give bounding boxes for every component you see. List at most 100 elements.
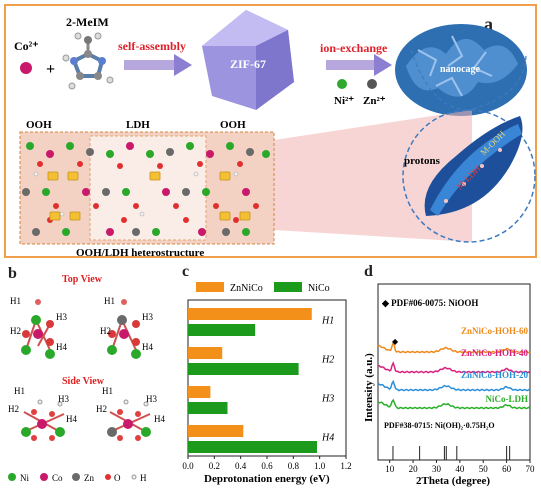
top-view-model-left bbox=[21, 299, 55, 359]
panel-c-label: c bbox=[182, 263, 189, 280]
x-tick-label: 0.4 bbox=[235, 461, 247, 471]
panel-b-label: b bbox=[8, 265, 17, 282]
series-line-znnico-hoh-60 bbox=[377, 340, 531, 354]
diamond-marker-icon: ◆ bbox=[392, 337, 399, 346]
bar-znnico-h1 bbox=[188, 308, 312, 320]
x-tick-label: 50 bbox=[479, 464, 489, 474]
site-label-h3: H3 bbox=[142, 312, 153, 322]
x-tick-label: 0.6 bbox=[261, 461, 273, 471]
x-tick-label: 70 bbox=[526, 464, 536, 474]
site-label-h2: H2 bbox=[10, 326, 21, 336]
category-label: H4 bbox=[321, 433, 334, 444]
site-label-h4: H4 bbox=[142, 342, 153, 352]
legend-zn: Zn bbox=[84, 473, 94, 483]
legend-swatch-nico bbox=[274, 282, 302, 292]
cobalt-atom-icon bbox=[40, 473, 48, 481]
legend-label-znnico: ZnNiCo bbox=[230, 283, 263, 294]
y-axis-title: Intensity (a.u.) bbox=[363, 353, 375, 422]
site-label-h1: H1 bbox=[104, 296, 115, 306]
panel-d-label: d bbox=[364, 263, 373, 280]
category-label: H3 bbox=[321, 394, 334, 405]
zoom-circle bbox=[402, 109, 536, 243]
panel-b: b Top View Side View H1 H2 H3 H4 bbox=[4, 262, 178, 488]
self-assembly-label: self-assembly bbox=[118, 39, 186, 53]
zone-label-ldh: LDH bbox=[126, 119, 150, 131]
series-label: ZnNiCo-HOH-60 bbox=[461, 326, 529, 336]
top-view-label: Top View bbox=[62, 274, 103, 285]
legend-o: O bbox=[114, 473, 121, 483]
methylimidazole-molecule-icon bbox=[62, 32, 114, 90]
nickel-ion-label: Ni²⁺ bbox=[334, 95, 354, 107]
series-line-nico-ldh bbox=[377, 398, 531, 410]
plus-sign: + bbox=[46, 61, 55, 78]
ion-exchange-label: ion-exchange bbox=[320, 41, 388, 55]
series-label: NiCo-LDH bbox=[486, 394, 529, 404]
x-axis-title: 2Theta (degree) bbox=[416, 475, 490, 487]
xrd-line-chart: d ◆ PDF#06-0075: NiOOH PDF#38-0715: Ni(O… bbox=[363, 263, 536, 487]
site-label-h1: H1 bbox=[10, 296, 21, 306]
legend-label-nico: NiCo bbox=[308, 283, 330, 294]
x-tick-label: 40 bbox=[455, 464, 465, 474]
bar-nico-h4 bbox=[188, 441, 318, 453]
legend-ni: Ni bbox=[20, 473, 29, 483]
bar-znnico-h3 bbox=[188, 386, 211, 398]
site-label-h1: H1 bbox=[14, 386, 25, 396]
site-label-h3: H3 bbox=[58, 394, 69, 404]
legend-co: Co bbox=[52, 473, 63, 483]
zinc-ion-icon bbox=[367, 79, 377, 89]
bar-nico-h2 bbox=[188, 363, 299, 375]
site-label-h2: H2 bbox=[96, 404, 107, 414]
panel-c: c ZnNiCo NiCo H1 H2 H3 H4 0.0 0.2 0.4 0.6 0.8 1.… bbox=[180, 262, 356, 488]
nanocage-label: nanocage bbox=[440, 64, 481, 75]
site-label-h1: H1 bbox=[102, 386, 113, 396]
panel-b-art: b Top View Side View H1 H2 H3 H4 bbox=[8, 265, 165, 483]
zif67-polyhedron-icon bbox=[202, 10, 294, 110]
zinc-atom-icon bbox=[72, 473, 80, 481]
site-label-h2: H2 bbox=[100, 326, 111, 336]
x-tick-label: 60 bbox=[502, 464, 512, 474]
legend-swatch-znnico bbox=[196, 282, 224, 292]
hydrogen-atom-icon bbox=[131, 474, 137, 480]
series-line-znnico-hoh-20 bbox=[377, 379, 531, 392]
category-label: H2 bbox=[321, 355, 334, 366]
annotation-reference: PDF#38-0715: Ni(OH)₂·0.75H₂O bbox=[384, 421, 495, 430]
site-label-h4: H4 bbox=[66, 414, 77, 424]
bar-nico-h3 bbox=[188, 402, 228, 414]
bar-znnico-h2 bbox=[188, 347, 223, 359]
zinc-ion-label: Zn²⁺ bbox=[363, 95, 386, 107]
panel-a: a Co²⁺ + 2-MeIM self-assembly bbox=[4, 4, 537, 259]
x-axis-title: Deprotonation energy (eV) bbox=[204, 473, 330, 485]
side-view-model-right bbox=[107, 399, 151, 441]
bar-nico-h1 bbox=[188, 324, 256, 336]
series-line-znnico-hoh-40 bbox=[377, 361, 531, 374]
nickel-atom-icon bbox=[8, 473, 16, 481]
bar-znnico-h4 bbox=[188, 425, 244, 437]
annotation-niooh: ◆ PDF#06-0075: NiOOH bbox=[381, 298, 478, 308]
zone-label-ooh-right: OOH bbox=[220, 119, 246, 131]
panel-a-label: a bbox=[484, 14, 493, 34]
x-tick-label: 0.8 bbox=[288, 461, 300, 471]
x-tick-label: 20 bbox=[409, 464, 419, 474]
panel-d: d ◆ PDF#06-0075: NiOOH PDF#38-0715: Ni(O… bbox=[358, 262, 538, 488]
site-label-h2: H2 bbox=[8, 404, 19, 414]
cobalt-ion-label: Co²⁺ bbox=[14, 39, 39, 53]
panel-a-art: a Co²⁺ + 2-MeIM self-assembly bbox=[14, 10, 536, 259]
ligand-label: 2-MeIM bbox=[66, 15, 109, 29]
zif67-label: ZIF-67 bbox=[230, 57, 266, 71]
zone-label-ooh-left: OOH bbox=[26, 119, 52, 131]
oxygen-atom-icon bbox=[105, 474, 111, 480]
x-tick-label: 10 bbox=[385, 464, 395, 474]
lattice-atoms bbox=[22, 142, 270, 236]
cobalt-ion-icon bbox=[20, 62, 32, 74]
side-view-label: Side View bbox=[62, 376, 105, 387]
series-label: ZnNiCo-HOH-20 bbox=[461, 370, 529, 380]
side-view-model-left bbox=[21, 399, 65, 441]
zoom-beam bbox=[274, 110, 472, 242]
arrow-right-icon bbox=[326, 54, 392, 76]
category-label: H1 bbox=[321, 316, 334, 327]
x-tick-label: 30 bbox=[432, 464, 442, 474]
legend-h: H bbox=[140, 473, 147, 483]
series-label: ZnNiCo-HOH-40 bbox=[461, 348, 529, 358]
site-label-h3: H3 bbox=[56, 312, 67, 322]
x-tick-label: 1.2 bbox=[340, 461, 351, 471]
